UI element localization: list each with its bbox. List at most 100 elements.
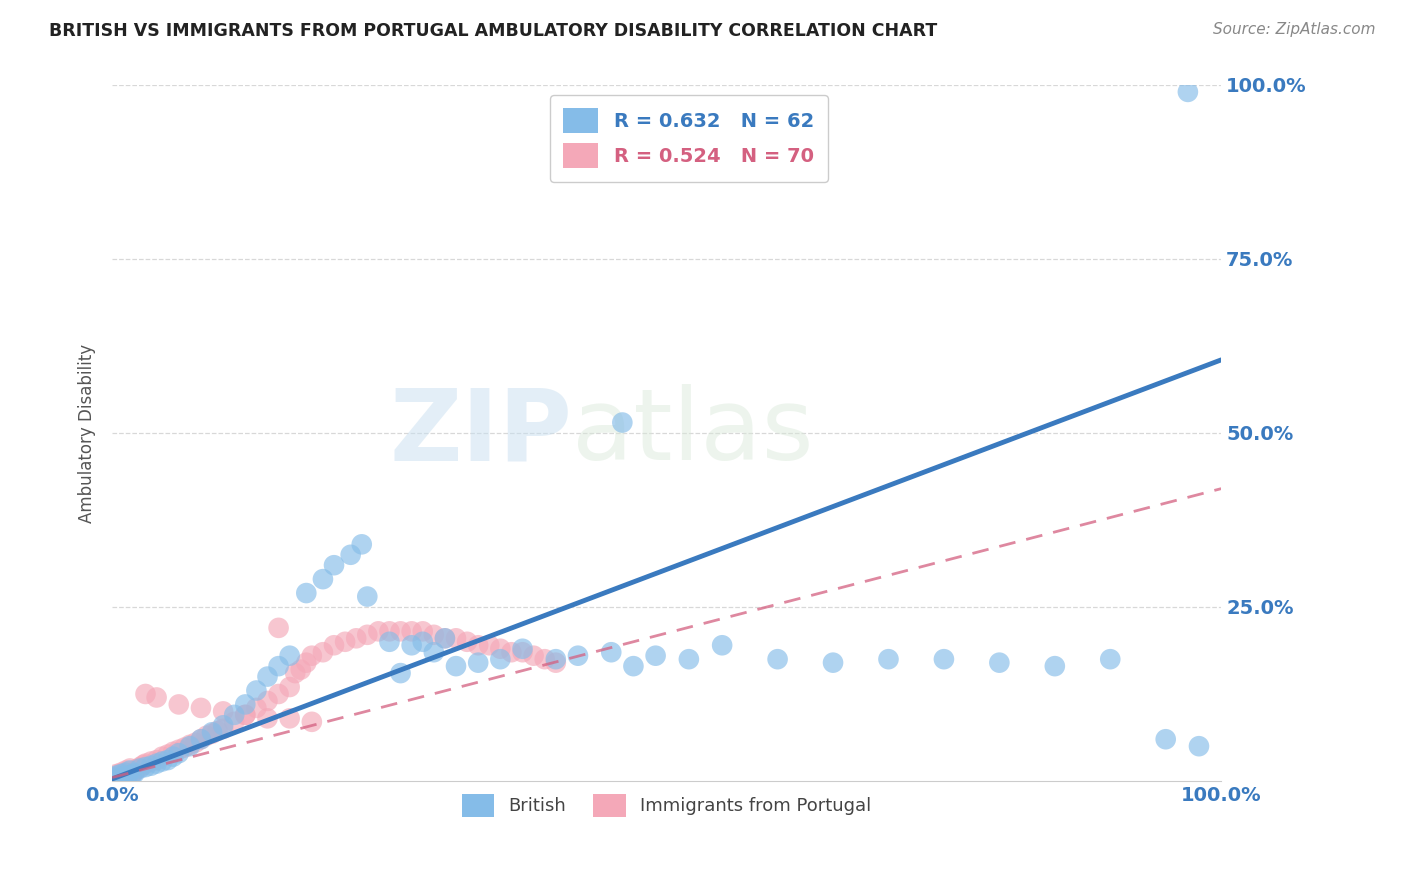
Point [139,755,162,769]
Point [378,634,401,648]
Point [544,652,567,666]
Point [467,656,489,670]
Point [132,758,155,772]
Point [105,767,128,781]
Text: Source: ZipAtlas.com: Source: ZipAtlas.com [1212,22,1375,37]
Point [162,749,184,764]
Text: atlas: atlas [572,384,814,482]
Point [256,711,278,725]
Point [156,747,179,762]
Point [1154,732,1177,747]
Point [233,698,256,712]
Point [267,659,290,673]
Point [125,762,148,776]
Point [145,756,167,771]
Point [179,738,201,752]
Point [167,746,190,760]
Point [323,638,346,652]
Point [678,652,700,666]
Point [108,771,131,785]
Point [201,725,224,739]
Point [167,742,190,756]
Point [423,628,446,642]
Point [433,632,456,646]
Point [412,624,434,639]
Point [129,762,152,776]
Point [444,632,467,646]
Point [118,764,141,778]
Point [108,771,131,785]
Point [1177,85,1199,99]
Point [124,764,146,779]
Point [112,770,135,784]
Point [478,638,501,652]
Point [295,656,318,670]
Point [150,755,173,769]
Point [600,645,623,659]
Point [711,638,734,652]
Legend: British, Immigrants from Portugal: British, Immigrants from Portugal [454,787,879,824]
Point [139,758,162,772]
Point [190,732,212,747]
Point [256,670,278,684]
Point [121,766,143,780]
Point [444,659,467,673]
Point [501,645,523,659]
Point [233,707,256,722]
Point [256,694,278,708]
Point [129,760,152,774]
Point [224,714,246,729]
Point [162,745,184,759]
Point [195,729,218,743]
Point [301,714,323,729]
Point [512,645,534,659]
Point [512,641,534,656]
Point [112,768,135,782]
Point [301,648,323,663]
Point [766,652,789,666]
Point [489,641,512,656]
Point [433,632,456,646]
Point [932,652,955,666]
Point [644,648,666,663]
Point [134,687,156,701]
Point [118,762,141,776]
Point [1043,659,1066,673]
Point [401,638,423,652]
Point [295,586,318,600]
Point [145,690,167,705]
Point [1188,739,1211,754]
Point [544,656,567,670]
Point [150,749,173,764]
Point [121,768,143,782]
Point [988,656,1011,670]
Point [117,769,139,783]
Point [278,648,301,663]
Point [212,705,235,719]
Point [212,722,235,736]
Point [110,767,132,781]
Point [356,628,378,642]
Point [467,638,489,652]
Point [207,723,229,738]
Point [124,766,146,780]
Point [103,770,125,784]
Point [233,707,256,722]
Point [134,756,156,771]
Point [389,624,412,639]
Point [489,652,512,666]
Point [523,648,546,663]
Point [612,416,634,430]
Point [378,624,401,639]
Point [284,666,307,681]
Text: BRITISH VS IMMIGRANTS FROM PORTUGAL AMBULATORY DISABILITY CORRELATION CHART: BRITISH VS IMMIGRANTS FROM PORTUGAL AMBU… [49,22,938,40]
Point [114,765,136,780]
Point [245,683,267,698]
Point [105,768,128,782]
Point [533,652,555,666]
Point [267,687,290,701]
Point [179,739,201,754]
Point [1099,652,1122,666]
Point [367,624,389,639]
Point [567,648,589,663]
